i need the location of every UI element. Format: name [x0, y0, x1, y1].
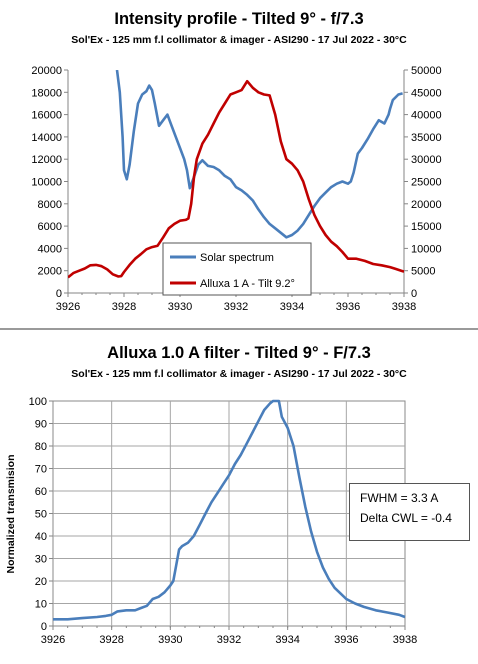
x-tick-label: 3926: [56, 301, 80, 313]
series-line-transmission: [53, 399, 406, 621]
legend-box: [162, 242, 312, 296]
y-tick-label: 30: [35, 554, 47, 566]
series-line-alluxa-1-a-tilt-9-2: [68, 79, 404, 279]
x-tick-label: 3938: [392, 301, 416, 313]
x-tick-label: 3928: [99, 634, 123, 646]
y-tick-label: 12000: [31, 154, 62, 166]
y-tick-label: 0: [56, 288, 62, 300]
y-tick-label: 50: [35, 509, 47, 521]
x-tick-label: 3928: [112, 301, 136, 313]
legend-label-alluxa-filter: Alluxa 1 A - Tilt 9.2°: [200, 278, 295, 290]
y-tick-label: 14000: [31, 132, 62, 144]
y-tick-label: 60: [35, 486, 47, 498]
x-tick-label: 3934: [280, 301, 304, 313]
y-tick-label: 6000: [38, 221, 62, 233]
y-tick-label: 10000: [31, 177, 62, 189]
y-tick-label: 100: [29, 396, 47, 408]
y2-tick-label: 15000: [411, 221, 442, 233]
y2-tick-label: 0: [411, 288, 417, 300]
x-tick-label: 3938: [393, 634, 417, 646]
annotation-delta-cwl: Delta CWL = -0.4: [360, 511, 452, 525]
y-tick-label: 20: [35, 576, 47, 588]
y-tick-label: 8000: [38, 199, 62, 211]
y-tick-label: 2000: [38, 266, 62, 278]
annotation-box: FWHM = 3.3 A Delta CWL = -0.4: [349, 483, 470, 541]
y-tick-label: 16000: [31, 110, 62, 122]
panel-divider: [0, 328, 478, 330]
y2-tick-label: 5000: [411, 266, 435, 278]
y2-tick-label: 25000: [411, 177, 442, 189]
filter-transmission-plot: 0 10 20 30 40 50 60 70 80 90 100 3926 3928 3930 3932 39…: [5, 396, 417, 646]
intensity-profile-plot: 0 2000 4000 6000 8000 10000 12000 14000 16000 180…: [31, 65, 442, 313]
legend: Solar spectrum Alluxa 1 A - Tilt 9.2°: [162, 242, 312, 296]
y-tick-label: 90: [35, 419, 47, 431]
y-tick-label: 10: [35, 599, 47, 611]
y2-tick-label: 30000: [411, 154, 442, 166]
y-tick-label: 40: [35, 531, 47, 543]
y2-tick-label: 40000: [411, 110, 442, 122]
chart-title: Alluxa 1.0 A filter - Tilted 9° - F/7.3: [107, 344, 371, 362]
annotation-fwhm: FWHM = 3.3 A: [360, 491, 439, 505]
y-tick-label: 80: [35, 441, 47, 453]
y2-tick-label: 10000: [411, 243, 442, 255]
x-tick-label: 3926: [41, 634, 65, 646]
y-tick-label: 0: [41, 621, 47, 633]
chart-subtitle: Sol'Ex - 125 mm f.l collimator & imager …: [71, 368, 407, 380]
intensity-profile-chart: Intensity profile - Tilted 9° - f/7.3 So…: [0, 0, 478, 326]
y2-tick-label: 20000: [411, 199, 442, 211]
legend-label-solar-spectrum: Solar spectrum: [200, 252, 274, 264]
y-tick-label: 70: [35, 464, 47, 476]
y2-tick-label: 45000: [411, 87, 442, 99]
x-tick-label: 3932: [224, 301, 248, 313]
x-tick-label: 3932: [217, 634, 241, 646]
y-tick-label: 18000: [31, 87, 62, 99]
chart-title: Intensity profile - Tilted 9° - f/7.3: [114, 10, 364, 28]
chart-subtitle: Sol'Ex - 125 mm f.l collimator & imager …: [71, 34, 407, 46]
x-tick-label: 3930: [158, 634, 182, 646]
x-tick-label: 3934: [275, 634, 299, 646]
y-tick-label: 20000: [31, 65, 62, 77]
y2-tick-label: 50000: [411, 65, 442, 77]
y-tick-label: 4000: [38, 243, 62, 255]
series-line-solar-spectrum: [115, 70, 403, 239]
y-axis-label: Normalized transmision: [5, 454, 17, 573]
y2-tick-label: 35000: [411, 132, 442, 144]
x-tick-label: 3936: [334, 634, 358, 646]
filter-transmission-chart: Alluxa 1.0 A filter - Tilted 9° - F/7.3 …: [0, 333, 478, 664]
x-tick-label: 3936: [336, 301, 360, 313]
x-tick-label: 3930: [168, 301, 192, 313]
